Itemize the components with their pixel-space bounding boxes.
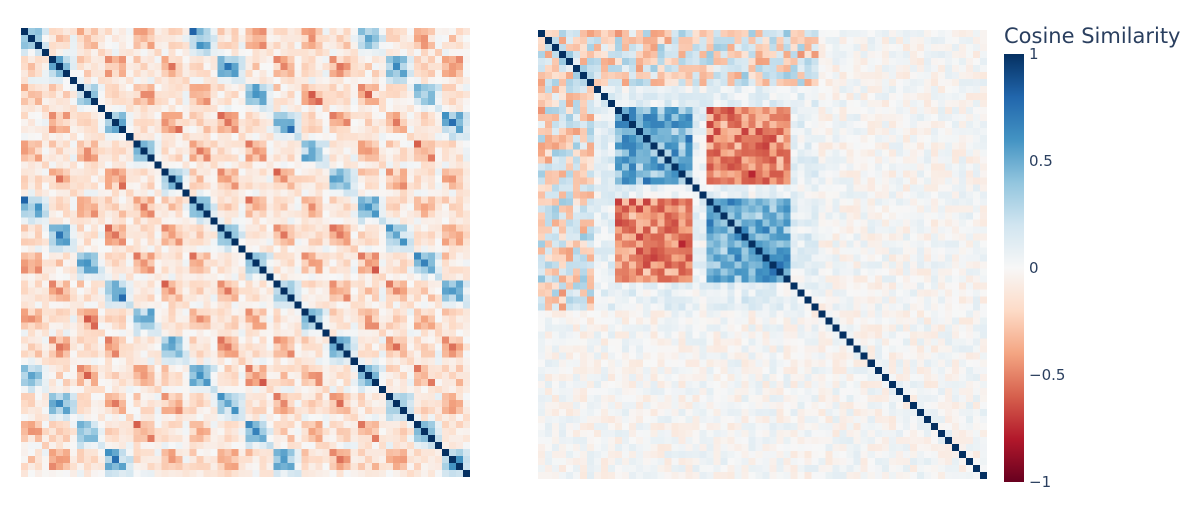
colorbar-tick-label: −1: [1029, 473, 1052, 491]
colorbar-tick-label: 1: [1029, 45, 1039, 63]
colorbar-title: Cosine Similarity: [1004, 24, 1181, 48]
heatmap-left: [21, 28, 470, 477]
colorbar-tick-label: −0.5: [1029, 366, 1066, 384]
colorbar: [1004, 54, 1024, 482]
heatmap-right: [538, 30, 987, 479]
colorbar-tick-label: 0.5: [1029, 152, 1053, 170]
colorbar-tick-label: 0: [1029, 259, 1039, 277]
